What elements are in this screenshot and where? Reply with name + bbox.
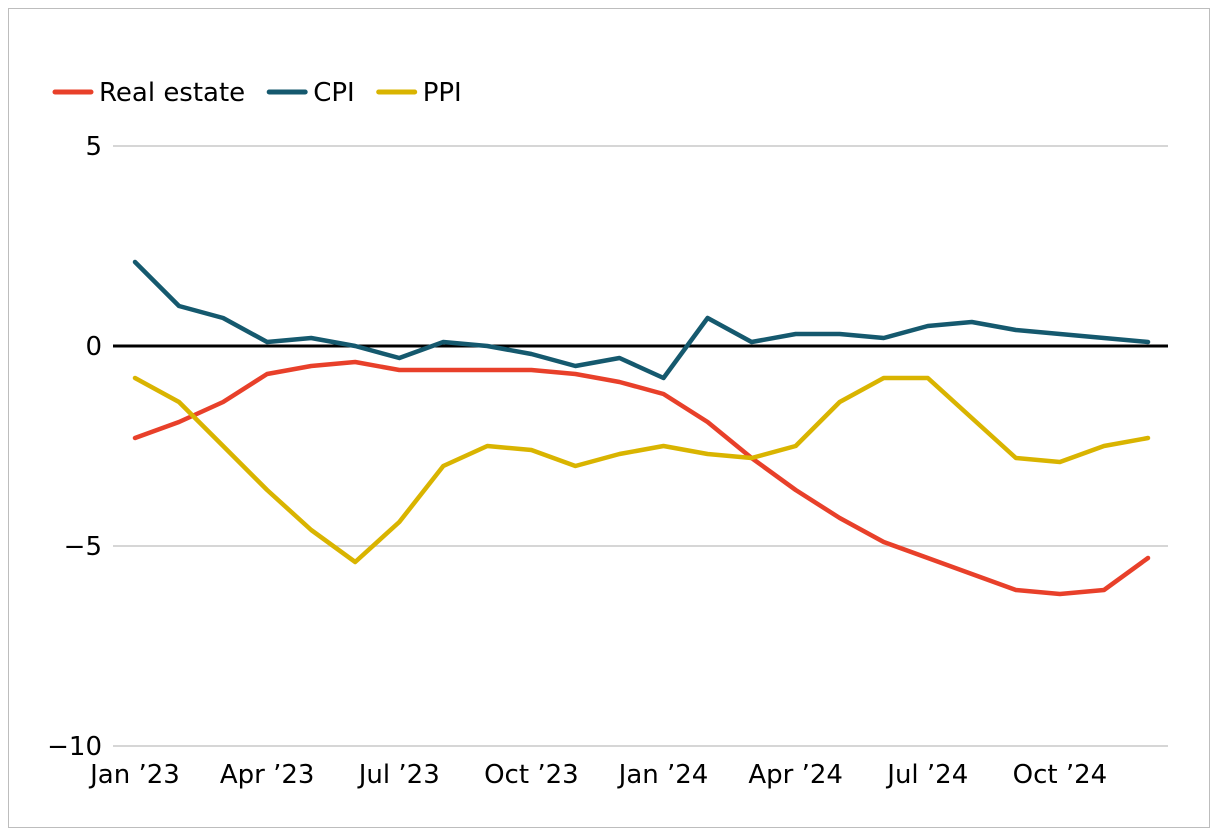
legend-label: PPI <box>423 78 462 108</box>
legend-item-cpi: CPI <box>266 78 355 108</box>
y-tick-label: −10 <box>47 732 102 762</box>
x-tick-label: Apr ’23 <box>220 760 315 790</box>
series-line-real-estate <box>132 359 1151 597</box>
x-tick-label: Apr ’24 <box>748 760 843 790</box>
chart-frame <box>8 8 1210 828</box>
series-lines <box>132 259 1151 597</box>
legend-label: Real estate <box>99 78 245 108</box>
x-tick-label: Oct ’24 <box>1013 760 1108 790</box>
legend-label: CPI <box>313 78 355 108</box>
x-tick-label: Jan ’23 <box>88 760 180 790</box>
y-tick-label: 5 <box>85 132 102 162</box>
y-tick-label: −5 <box>64 532 102 562</box>
series-line-ppi <box>132 375 1151 565</box>
y-tick-label: 0 <box>85 332 102 362</box>
x-tick-label: Jul ’24 <box>885 760 968 790</box>
legend-item-real-estate: Real estate <box>52 78 245 108</box>
gridlines <box>113 145 1168 747</box>
x-tick-label: Jul ’23 <box>357 760 440 790</box>
x-tick-label: Oct ’23 <box>484 760 579 790</box>
x-tick-label: Jan ’24 <box>617 760 709 790</box>
y-axis-ticks: 5 0 −5 −10 <box>47 132 102 762</box>
x-axis-ticks: Jan ’23 Apr ’23 Jul ’23 Oct ’23 Jan ’24 Apr ’… <box>88 760 1107 790</box>
legend-item-ppi: PPI <box>376 78 462 108</box>
legend: Real estate CPI PPI <box>52 78 462 108</box>
series-line-cpi <box>132 259 1151 381</box>
